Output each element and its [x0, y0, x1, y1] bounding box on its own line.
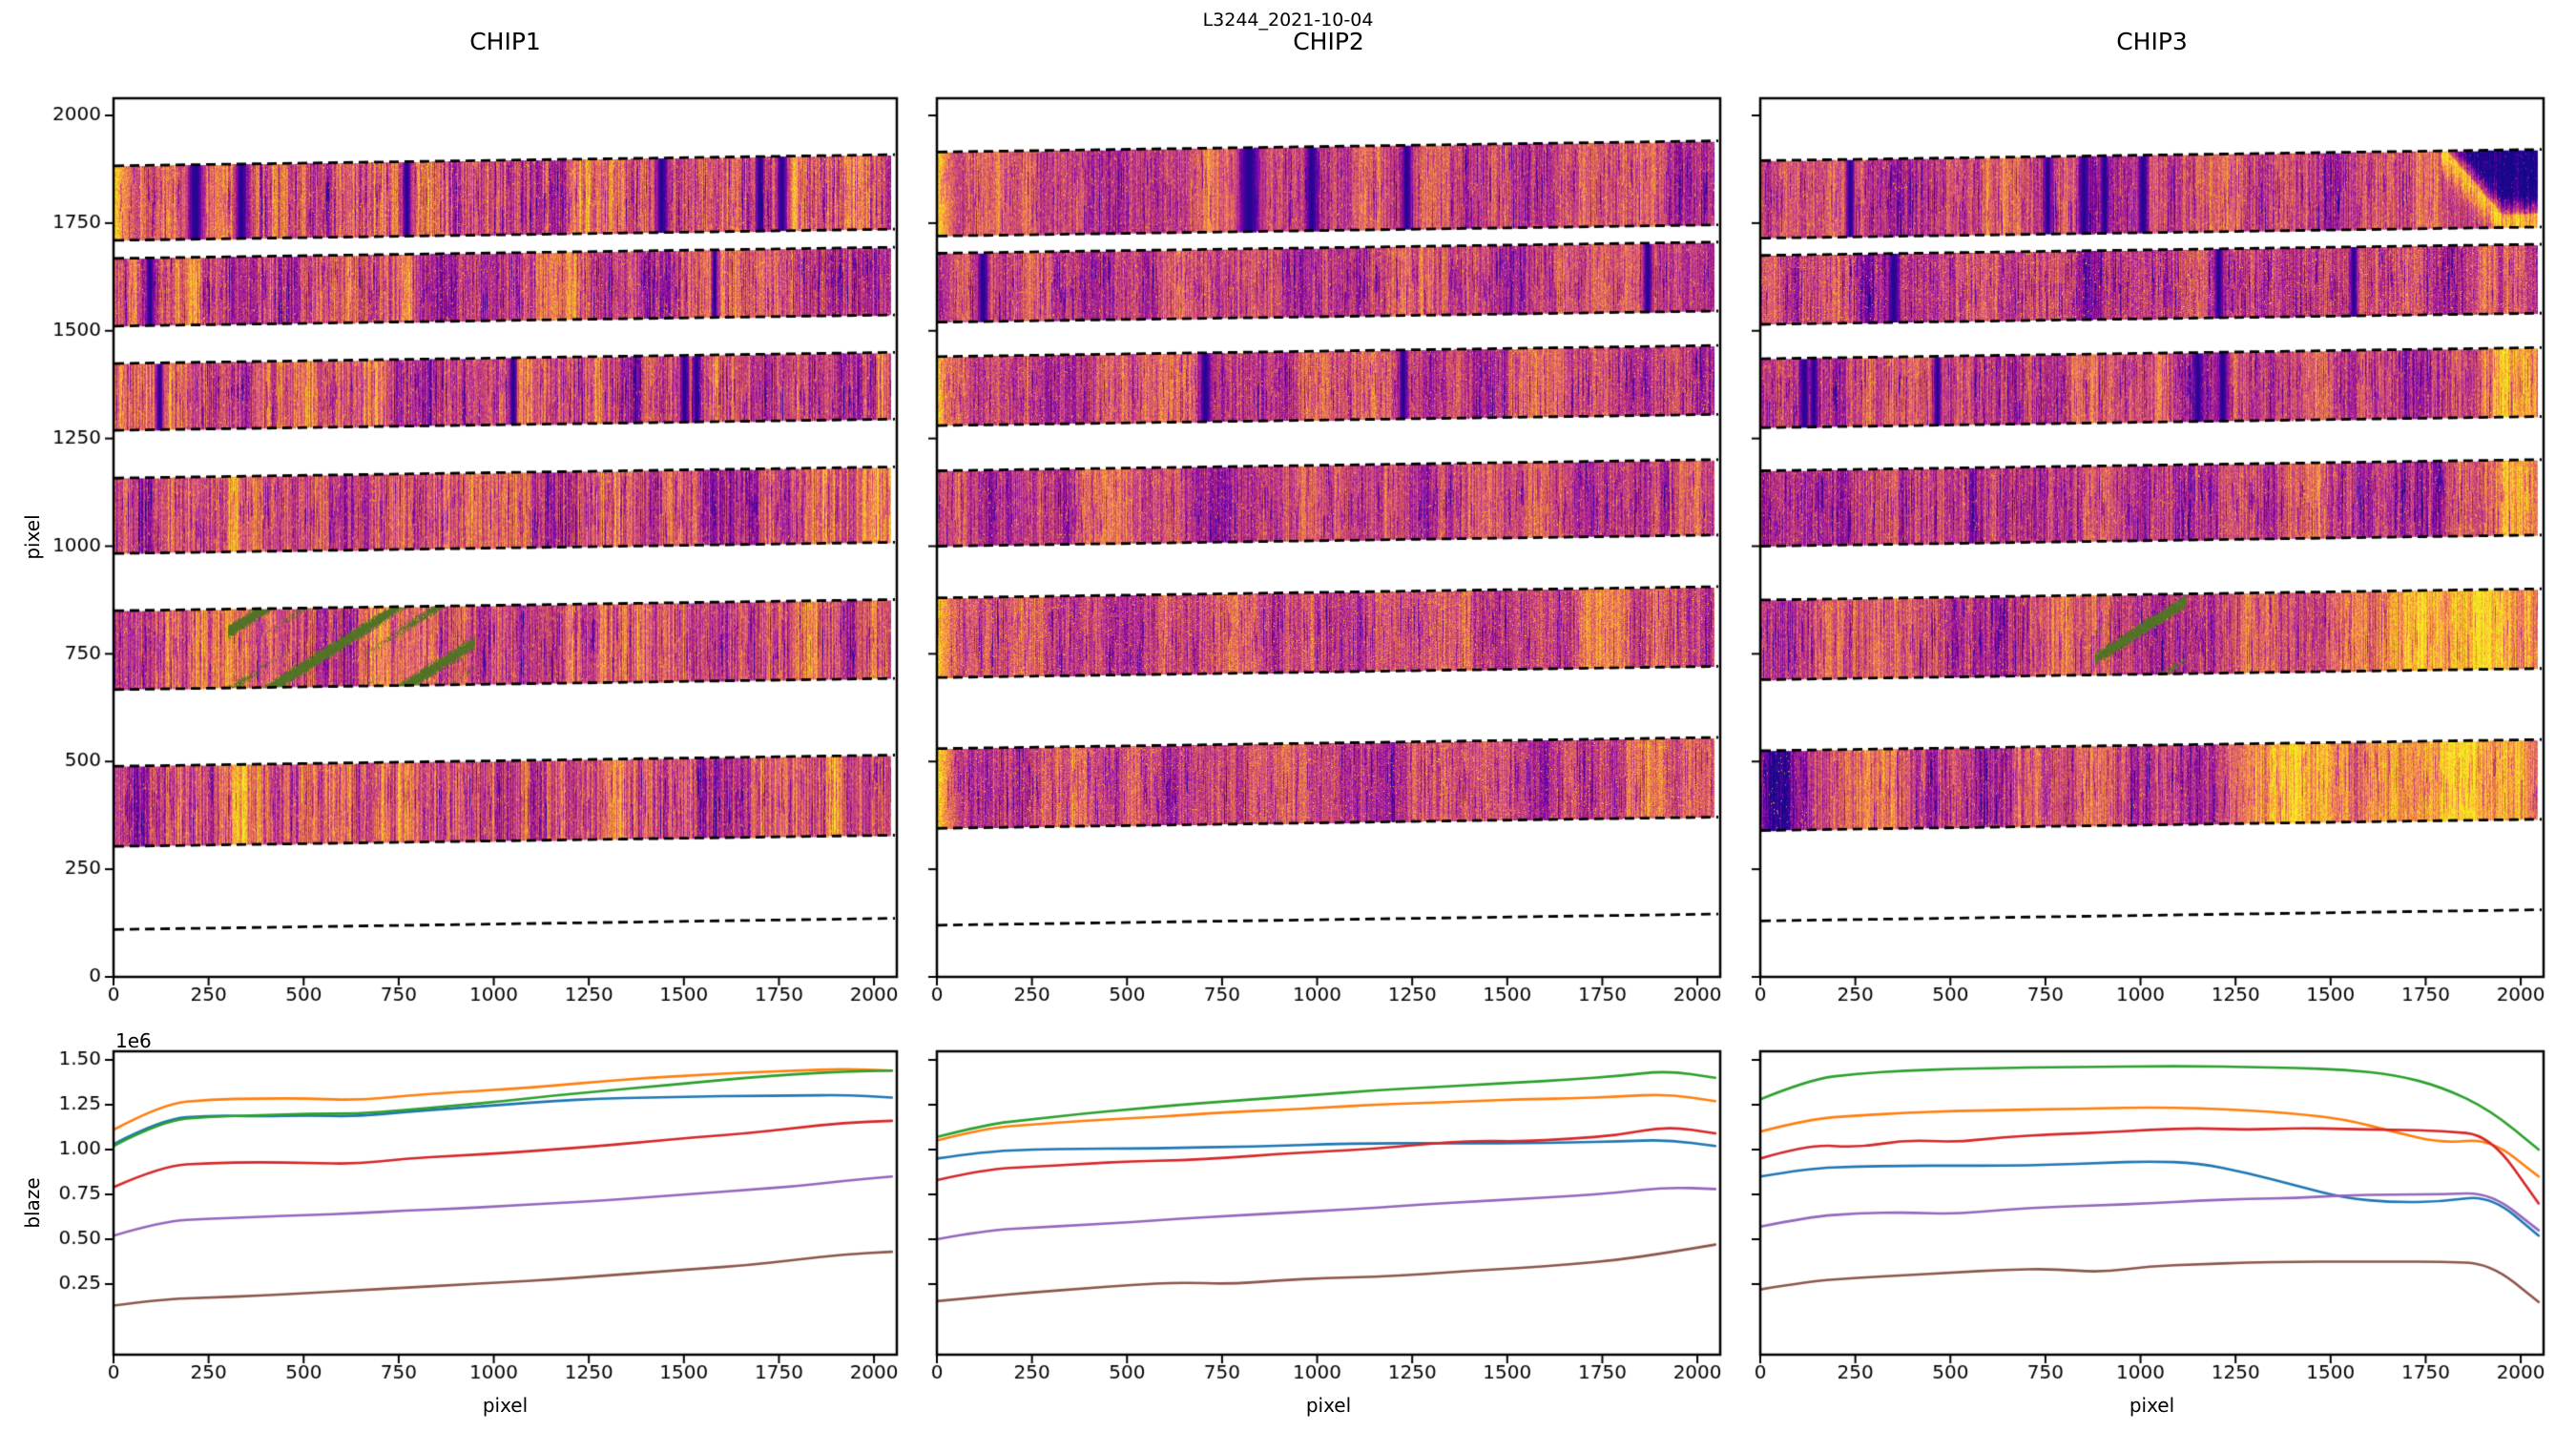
chip2-blaze-panel — [937, 1051, 1720, 1355]
y-offset-label: 1e6 — [115, 1029, 152, 1052]
chip3-blaze-panel — [1760, 1051, 2544, 1355]
chip1-xlabel: pixel — [482, 1394, 529, 1417]
chip3-xlabel: pixel — [2129, 1394, 2175, 1417]
chip3-image-panel — [1760, 98, 2544, 977]
top-row-ylabel: pixel — [21, 514, 44, 560]
chip1-blaze-panel — [114, 1051, 897, 1355]
chip2-title: CHIP2 — [1293, 28, 1364, 55]
figure-title: L3244_2021-10-04 — [1202, 10, 1374, 31]
chip3-title: CHIP3 — [2116, 28, 2188, 55]
bottom-row-ylabel: blaze — [21, 1177, 44, 1229]
chip1-title: CHIP1 — [469, 28, 541, 55]
chip2-xlabel: pixel — [1305, 1394, 1352, 1417]
chip2-image-panel — [937, 98, 1720, 977]
chip1-image-panel — [114, 98, 897, 977]
